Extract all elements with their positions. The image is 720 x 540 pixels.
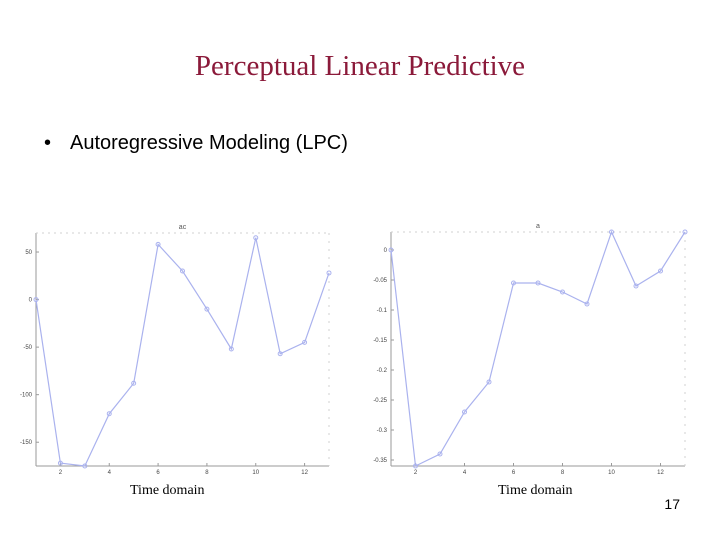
bullet-text: Autoregressive Modeling (LPC) — [70, 132, 348, 154]
data-point — [106, 411, 112, 417]
y-tick-label: -50 — [23, 345, 32, 351]
data-point — [57, 460, 63, 466]
y-tick-label: -0.2 — [377, 368, 388, 374]
data-point — [180, 268, 185, 274]
data-point — [204, 306, 210, 312]
slide-title: Perceptual Linear Predictive — [194, 50, 526, 82]
data-point — [388, 247, 394, 253]
data-point — [437, 451, 443, 457]
data-point — [511, 280, 516, 286]
data-point — [326, 270, 332, 276]
x-tick-label: 12 — [301, 470, 308, 476]
data-point — [535, 280, 541, 286]
data-point — [658, 268, 663, 274]
x-tick-label: 6 — [156, 470, 160, 476]
x-tick-label: 8 — [561, 470, 565, 476]
data-point — [253, 235, 259, 241]
data-point — [413, 463, 418, 469]
chart-caption-left: Time domain — [130, 483, 205, 498]
y-tick-label: -0.15 — [373, 338, 387, 344]
y-tick-label: -0.3 — [377, 428, 388, 434]
plot-title-left: ac — [179, 224, 187, 231]
x-tick-label: 2 — [414, 470, 418, 476]
y-tick-label: 0 — [29, 298, 33, 304]
bullet-item: • Autoregressive Modeling (LPC) — [44, 132, 348, 155]
x-tick-label: 2 — [59, 470, 63, 476]
y-tick-label: -150 — [20, 440, 33, 446]
data-point — [131, 380, 137, 386]
y-tick-label: -0.25 — [373, 398, 387, 404]
x-tick-label: 4 — [108, 470, 112, 476]
data-point — [682, 229, 688, 235]
page-number: 17 — [664, 496, 680, 512]
chart-caption-right: Time domain — [498, 483, 573, 498]
data-point — [609, 229, 614, 235]
x-tick-label: 12 — [657, 470, 664, 476]
series-line-left — [35, 237, 330, 467]
data-point — [302, 339, 308, 345]
bullet-marker: • — [44, 132, 52, 154]
data-point — [228, 346, 234, 352]
data-point — [277, 351, 283, 357]
series-line-right — [390, 230, 686, 467]
x-tick-label: 4 — [463, 470, 467, 476]
x-tick-label: 8 — [205, 470, 209, 476]
x-tick-label: 6 — [512, 470, 516, 476]
data-point — [462, 409, 467, 415]
plot-title-right: a — [536, 223, 540, 230]
y-tick-label: -100 — [20, 393, 33, 399]
data-point — [486, 379, 492, 385]
y-tick-label: 50 — [25, 250, 32, 256]
y-tick-label: -0.1 — [377, 308, 388, 314]
y-tick-label: 0 — [384, 248, 388, 254]
data-point — [33, 297, 39, 303]
data-point — [633, 283, 639, 289]
x-tick-label: 10 — [608, 470, 615, 476]
data-point — [560, 289, 565, 295]
data-point — [155, 241, 161, 247]
x-tick-label: 10 — [252, 470, 259, 476]
data-point — [82, 463, 88, 469]
y-tick-label: -0.05 — [373, 278, 387, 284]
data-point — [584, 301, 590, 307]
y-tick-label: -0.35 — [373, 458, 387, 464]
